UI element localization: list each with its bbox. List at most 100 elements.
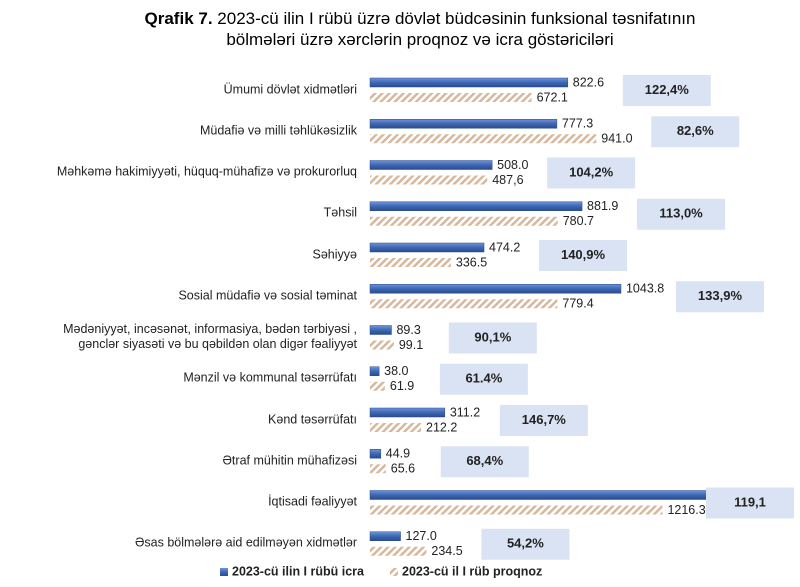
annotation: 90,1% xyxy=(448,322,537,354)
annotation-box xyxy=(448,322,537,354)
category-label: Ümumi dövlət xidmətləri xyxy=(223,82,357,96)
annotation-label: 61.4% xyxy=(465,371,502,386)
value-label: 44.9 xyxy=(386,447,410,461)
annotation-label: 54,2% xyxy=(507,536,544,551)
annotation-box xyxy=(439,363,528,395)
annotation-box xyxy=(539,240,628,271)
annotation-label: 104,2% xyxy=(569,164,614,179)
category-label: Kənd təsərrüfatı xyxy=(268,412,357,426)
chart-title: Qrafik 7. 2023-cü ilin I rübü üzrə dövlə… xyxy=(120,8,720,50)
annotation-box xyxy=(481,528,570,560)
annotation: 119,1 xyxy=(706,487,794,519)
annotation-label: 119,1 xyxy=(734,494,766,509)
annotation-label: 140,9% xyxy=(561,247,606,262)
bar xyxy=(370,340,394,350)
annotation-label: 146,7% xyxy=(522,412,567,427)
annotation: 82,6% xyxy=(651,116,740,148)
bar xyxy=(369,407,446,418)
bar xyxy=(370,423,422,432)
annotation-box xyxy=(622,75,711,106)
category-label: Əsas bölmələrə aid edilməyən xidmətlər xyxy=(134,535,357,550)
category-label: Məhkəmə hakimiyyəti, hüquq-mühafizə və p… xyxy=(56,164,357,179)
category-label: Səhiyyə xyxy=(312,247,357,261)
category-label: Ətraf mühitin mühafizəsi xyxy=(222,453,357,468)
annotation-box xyxy=(651,116,740,148)
value-label: 780.7 xyxy=(563,214,594,228)
bar xyxy=(370,464,386,474)
annotation-box xyxy=(499,405,588,436)
category-label: İqtisadi fəaliyyət xyxy=(268,494,357,509)
annotation: 104,2% xyxy=(547,157,636,189)
value-label: 779.4 xyxy=(562,297,593,311)
value-label: 99.1 xyxy=(399,338,423,352)
bar xyxy=(369,119,558,129)
annotation: 133,9% xyxy=(675,281,764,313)
annotation-box xyxy=(547,157,636,189)
bar xyxy=(370,175,488,185)
bar xyxy=(369,242,485,253)
legend-label: 2023-cü il I rüb proqnoz xyxy=(402,564,542,578)
value-label: 336.5 xyxy=(456,255,487,269)
value-label: 234.5 xyxy=(431,544,462,558)
value-label: 474.2 xyxy=(489,240,520,254)
bar xyxy=(370,546,427,556)
value-label: 881.9 xyxy=(587,199,618,213)
category-label: Müdafiə və milli təhlükəsizlik xyxy=(199,123,357,138)
annotation: 140,9% xyxy=(539,240,628,271)
category-label: Mənzil və kommunal təsərrüfatı xyxy=(183,370,357,385)
annotation-box xyxy=(637,198,726,230)
value-label: 672.1 xyxy=(537,90,568,104)
legend-label: 2023-cü ilin I rübü icra xyxy=(232,564,365,578)
value-label: 777.3 xyxy=(562,117,593,131)
value-label: 127.0 xyxy=(406,529,437,543)
bar xyxy=(370,505,663,515)
annotation: 146,7% xyxy=(499,405,588,436)
value-label: 38.0 xyxy=(384,364,408,378)
annotation: 54,2% xyxy=(481,528,570,560)
title-label: Qrafik 7. xyxy=(144,9,213,28)
bar xyxy=(370,258,451,267)
annotation-label: 82,6% xyxy=(677,123,714,138)
bar xyxy=(370,381,385,391)
bar xyxy=(369,325,392,335)
value-label: 1216.3 xyxy=(667,503,705,517)
bar xyxy=(370,93,532,102)
bar xyxy=(369,366,380,376)
bar xyxy=(369,490,719,500)
value-label: 822.6 xyxy=(573,75,604,89)
value-label: 487,6 xyxy=(492,173,523,187)
bar xyxy=(369,160,493,170)
bar xyxy=(369,449,382,459)
annotation-label: 113,0% xyxy=(659,206,703,221)
category-label: Təhsil xyxy=(323,205,357,220)
annotation-label: 90,1% xyxy=(474,329,511,344)
annotation-box xyxy=(675,281,764,313)
annotation-label: 133,9% xyxy=(698,288,743,303)
bar xyxy=(370,216,558,226)
annotation: 68,4% xyxy=(440,446,529,478)
annotation-box xyxy=(706,487,794,519)
value-label: 65.6 xyxy=(391,462,415,476)
annotation-label: 68,4% xyxy=(466,453,503,468)
category-label: Mədəniyyət, incəsənət, informasiya, bədə… xyxy=(63,322,357,351)
value-label: 941.0 xyxy=(601,132,632,146)
legend-swatch xyxy=(220,568,228,576)
annotation: 122,4% xyxy=(622,75,711,106)
bar xyxy=(369,531,401,541)
bar xyxy=(369,284,622,294)
value-label: 311.2 xyxy=(450,405,480,419)
value-label: 1043.8 xyxy=(626,282,664,296)
title-text: 2023-cü ilin I rübü üzrə dövlət büdcəsin… xyxy=(217,9,696,49)
annotation: 113,0% xyxy=(637,198,726,230)
category-label: Sosial müdafiə və sosial təminat xyxy=(178,288,357,303)
value-label: 89.3 xyxy=(396,323,420,337)
legend-swatch xyxy=(390,568,398,576)
annotation-box xyxy=(440,446,529,478)
value-label: 508.0 xyxy=(497,158,528,172)
annotation: 61.4% xyxy=(439,363,528,395)
value-label: 212.2 xyxy=(426,420,457,434)
annotation-label: 122,4% xyxy=(645,82,690,97)
bar xyxy=(370,134,597,144)
